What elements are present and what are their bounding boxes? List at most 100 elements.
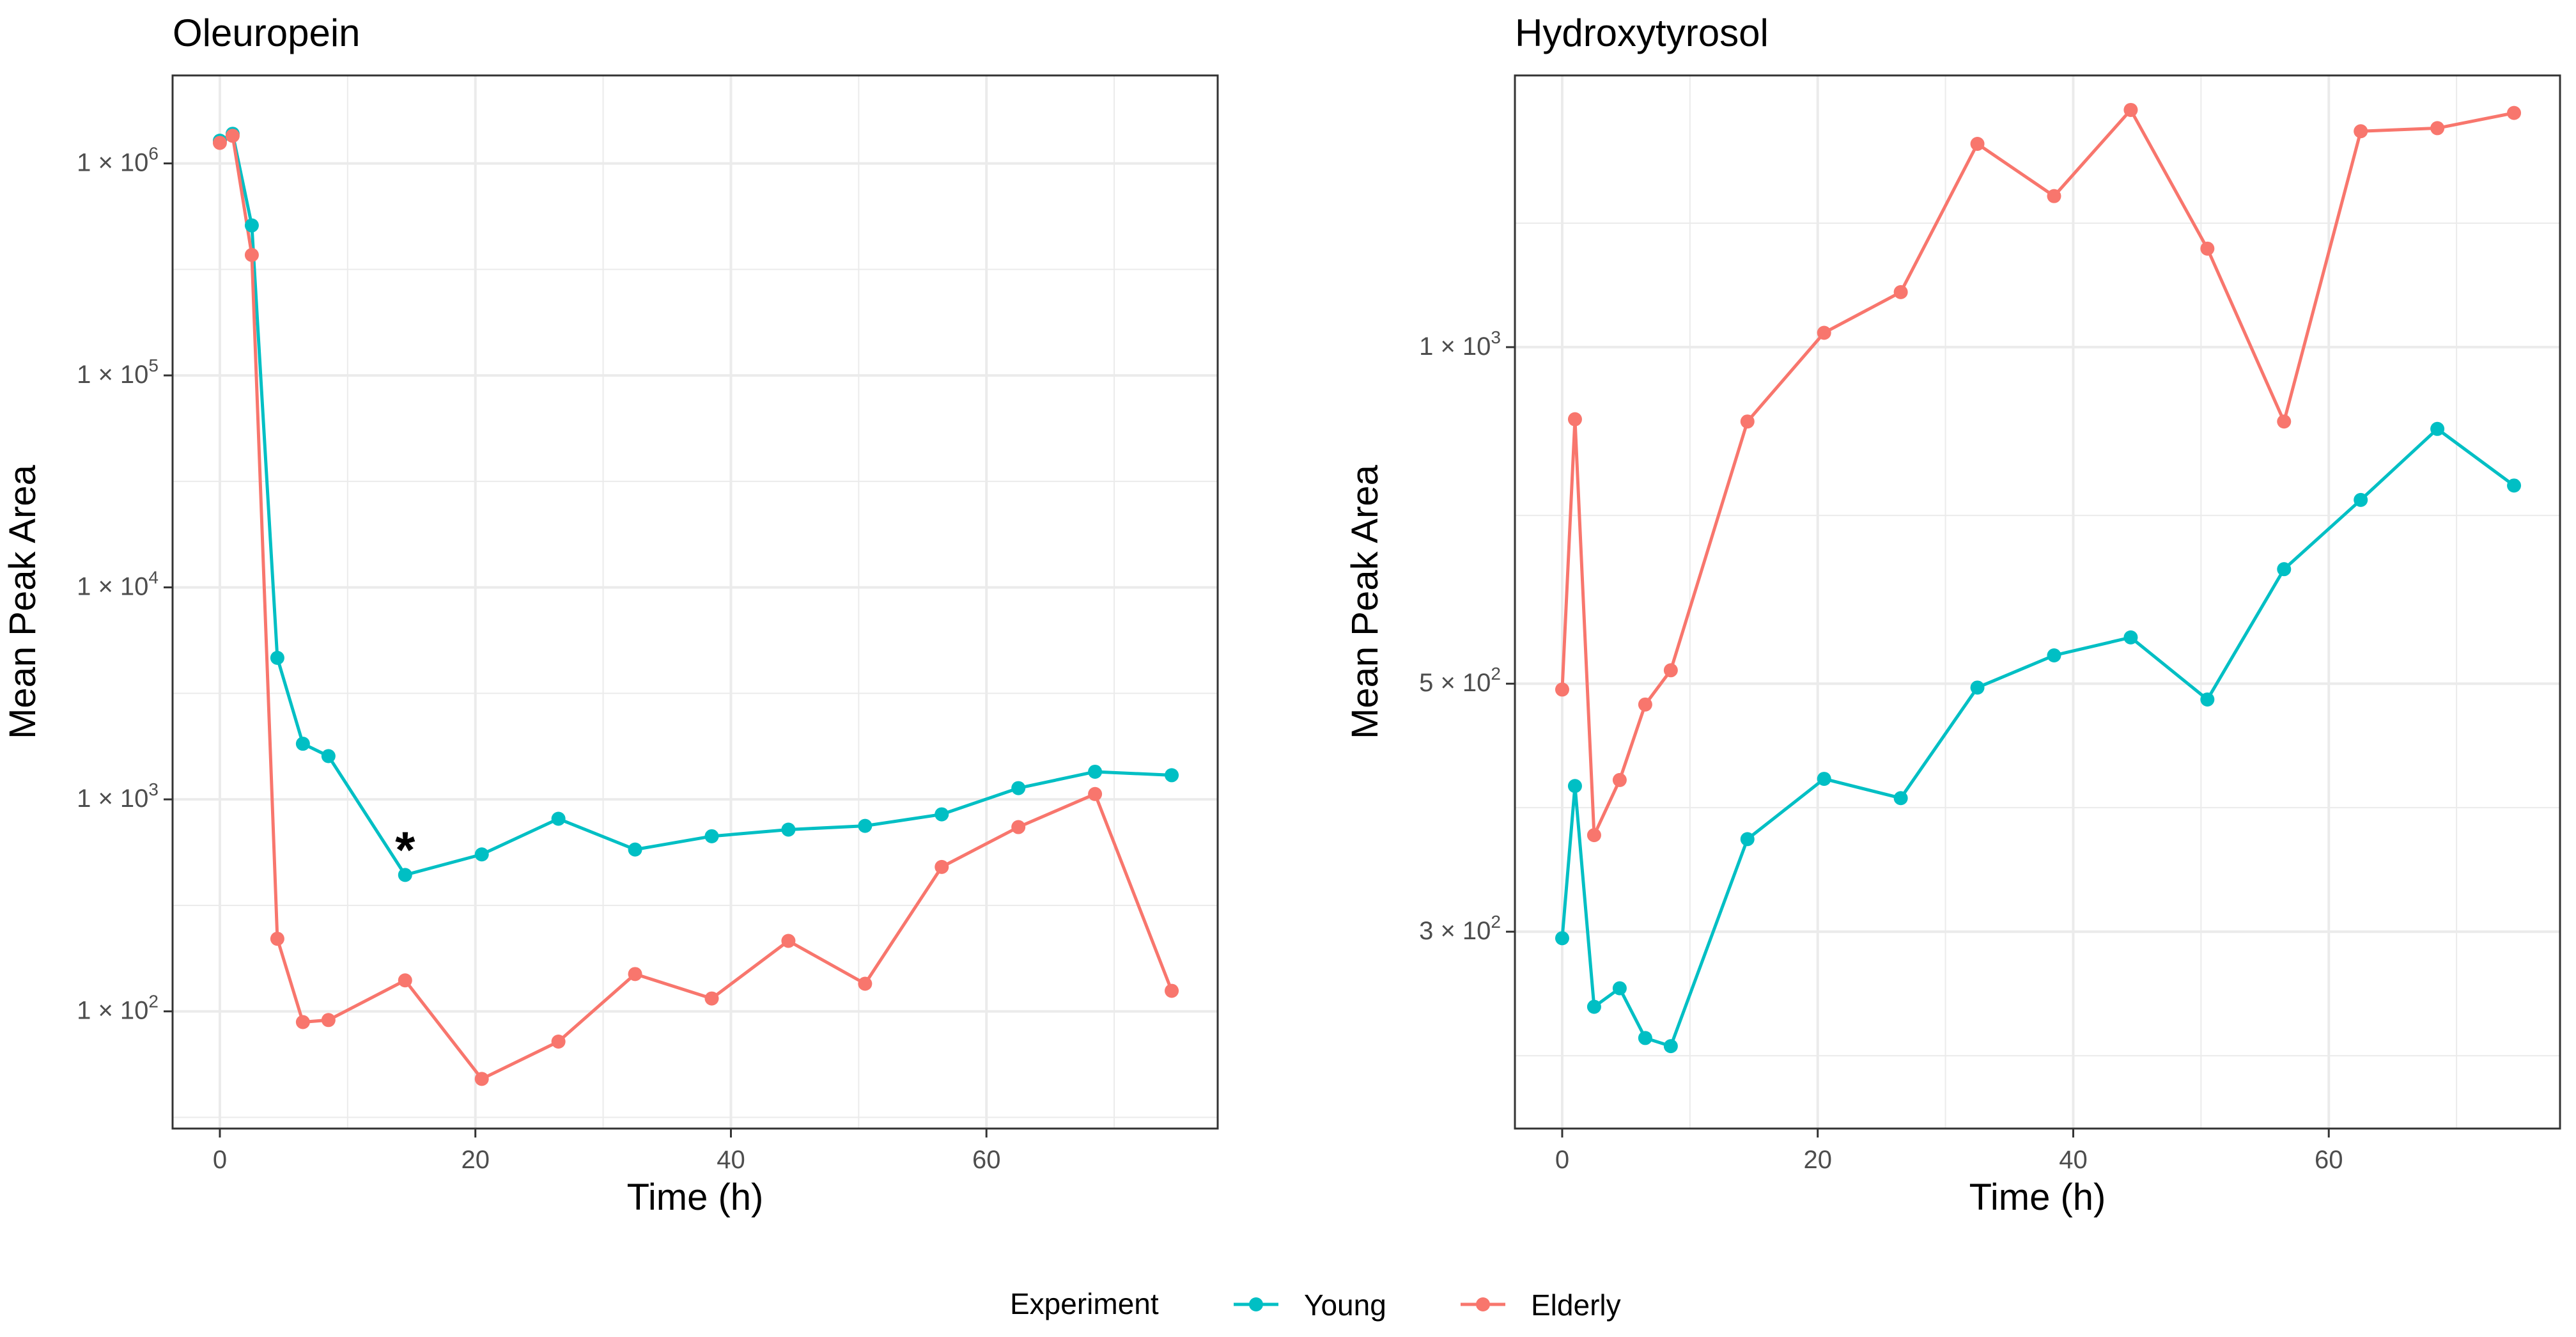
elderly-data-point: [1663, 663, 1678, 678]
y-tick-label-base: 5 × 10: [1419, 669, 1491, 697]
legend: Experiment Young Elderly: [1010, 1287, 1621, 1322]
y-tick-label: 1 × 102: [77, 992, 159, 1025]
young-data-point: [1893, 791, 1908, 806]
y-tick-label: 1 × 104: [77, 568, 159, 601]
elderly-data-point: [1567, 412, 1582, 426]
elderly-data-point: [270, 932, 284, 946]
x-axis-title: Time (h): [1969, 1177, 2106, 1218]
panel-border: [1514, 74, 2561, 1130]
elderly-data-point: [2277, 414, 2292, 429]
elderly-data-point: [295, 1015, 310, 1029]
elderly-data-point: [1088, 786, 1103, 801]
young-data-point: [781, 822, 796, 837]
elderly-data-point: [1970, 136, 1985, 151]
elderly-data-point: [321, 1013, 336, 1028]
elderly-data-point: [858, 976, 873, 991]
x-tick-label: 60: [2315, 1146, 2343, 1174]
elderly-data-point: [1165, 983, 1179, 998]
elderly-data-point: [474, 1072, 489, 1086]
elderly-data-point: [704, 991, 719, 1006]
elderly-data-point: [1555, 682, 1569, 697]
x-tick-label: 40: [2059, 1146, 2088, 1174]
young-data-point: [1970, 680, 1985, 695]
elderly-data-point: [2123, 102, 2138, 117]
young-data-point: [2430, 421, 2445, 436]
young-data-point: [270, 650, 284, 665]
young-data-point: [2200, 692, 2215, 707]
young-series-line: [219, 132, 1172, 877]
young-data-point: [1663, 1039, 1678, 1054]
x-tick-label: 0: [213, 1146, 227, 1174]
young-data-point: [1587, 999, 1601, 1014]
young-data-point: [1612, 981, 1627, 996]
y-tick-label-exponent: 2: [1491, 664, 1501, 684]
y-tick-label: 5 × 102: [1419, 664, 1501, 697]
x-axis-title: Time (h): [627, 1177, 764, 1218]
x-tick-label: 20: [1803, 1146, 1832, 1174]
elderly-data-point: [1638, 697, 1652, 712]
y-axis-title: Mean Peak Area: [1344, 464, 1386, 739]
elderly-series-line: [219, 134, 1174, 1081]
legend-key-point: [1249, 1297, 1263, 1311]
young-data-point: [1011, 781, 1026, 795]
y-axis-title: Mean Peak Area: [2, 464, 43, 739]
y-tick-label-exponent: 4: [148, 568, 159, 588]
legend-title: Experiment: [1010, 1287, 1159, 1320]
young-data-point: [2277, 562, 2292, 577]
young-data-point: [628, 842, 642, 857]
y-tick-label-base: 1 × 10: [77, 785, 148, 813]
y-tick-label-exponent: 3: [1491, 327, 1501, 347]
young-data-point: [2354, 492, 2368, 507]
elderly-data-point: [1612, 772, 1627, 787]
elderly-data-point: [2047, 189, 2061, 203]
young-data-point: [935, 807, 949, 822]
elderly-data-point: [2354, 124, 2368, 139]
young-data-point: [2123, 630, 2138, 645]
x-tick-label: 60: [972, 1146, 1001, 1174]
y-tick-label-exponent: 2: [1491, 912, 1501, 932]
panel-border: [171, 74, 1219, 1130]
x-tick-label: 40: [717, 1146, 745, 1174]
legend-key-point: [1476, 1297, 1490, 1311]
elderly-data-point: [551, 1035, 566, 1049]
young-data-point: [2047, 648, 2061, 662]
young-data-point: [1165, 768, 1179, 783]
elderly-series-line: [1560, 108, 2515, 837]
elderly-data-point: [2507, 106, 2522, 120]
young-data-point: [1088, 764, 1103, 779]
elderly-data-point: [2200, 241, 2215, 256]
elderly-data-point: [212, 136, 227, 150]
young-data-point: [244, 218, 259, 233]
y-tick-label-base: 1 × 10: [77, 573, 148, 601]
young-data-point: [1817, 772, 1831, 786]
y-tick-label-base: 1 × 10: [77, 997, 148, 1025]
y-tick-label: 1 × 103: [77, 779, 159, 813]
elderly-data-point: [935, 859, 949, 874]
young-data-point: [551, 811, 566, 826]
y-tick-label-base: 1 × 10: [1419, 332, 1491, 361]
y-tick-label: 1 × 105: [77, 356, 159, 389]
elderly-data-point: [1011, 820, 1026, 834]
elderly-data-point: [781, 934, 796, 948]
x-tick-label: 20: [461, 1146, 490, 1174]
y-tick-label: 1 × 103: [1419, 327, 1501, 361]
young-data-point: [2507, 478, 2522, 493]
young-data-point: [704, 829, 719, 843]
elderly-data-point: [628, 967, 642, 981]
elderly-data-point: [225, 129, 240, 143]
young-data-point: [474, 847, 489, 862]
elderly-data-point: [1817, 325, 1831, 340]
young-data-point: [1740, 832, 1755, 847]
legend-entry-label: Young: [1304, 1288, 1386, 1322]
x-tick-label: 0: [1555, 1146, 1569, 1174]
y-tick-label: 3 × 102: [1419, 912, 1501, 945]
y-tick-label-base: 1 × 10: [77, 149, 148, 177]
panel-title: Oleuropein: [173, 12, 361, 54]
y-tick-label-exponent: 6: [148, 144, 159, 164]
elderly-data-point: [1893, 285, 1908, 299]
legend-entry-label: Elderly: [1531, 1288, 1621, 1322]
young-data-point: [1638, 1031, 1652, 1045]
